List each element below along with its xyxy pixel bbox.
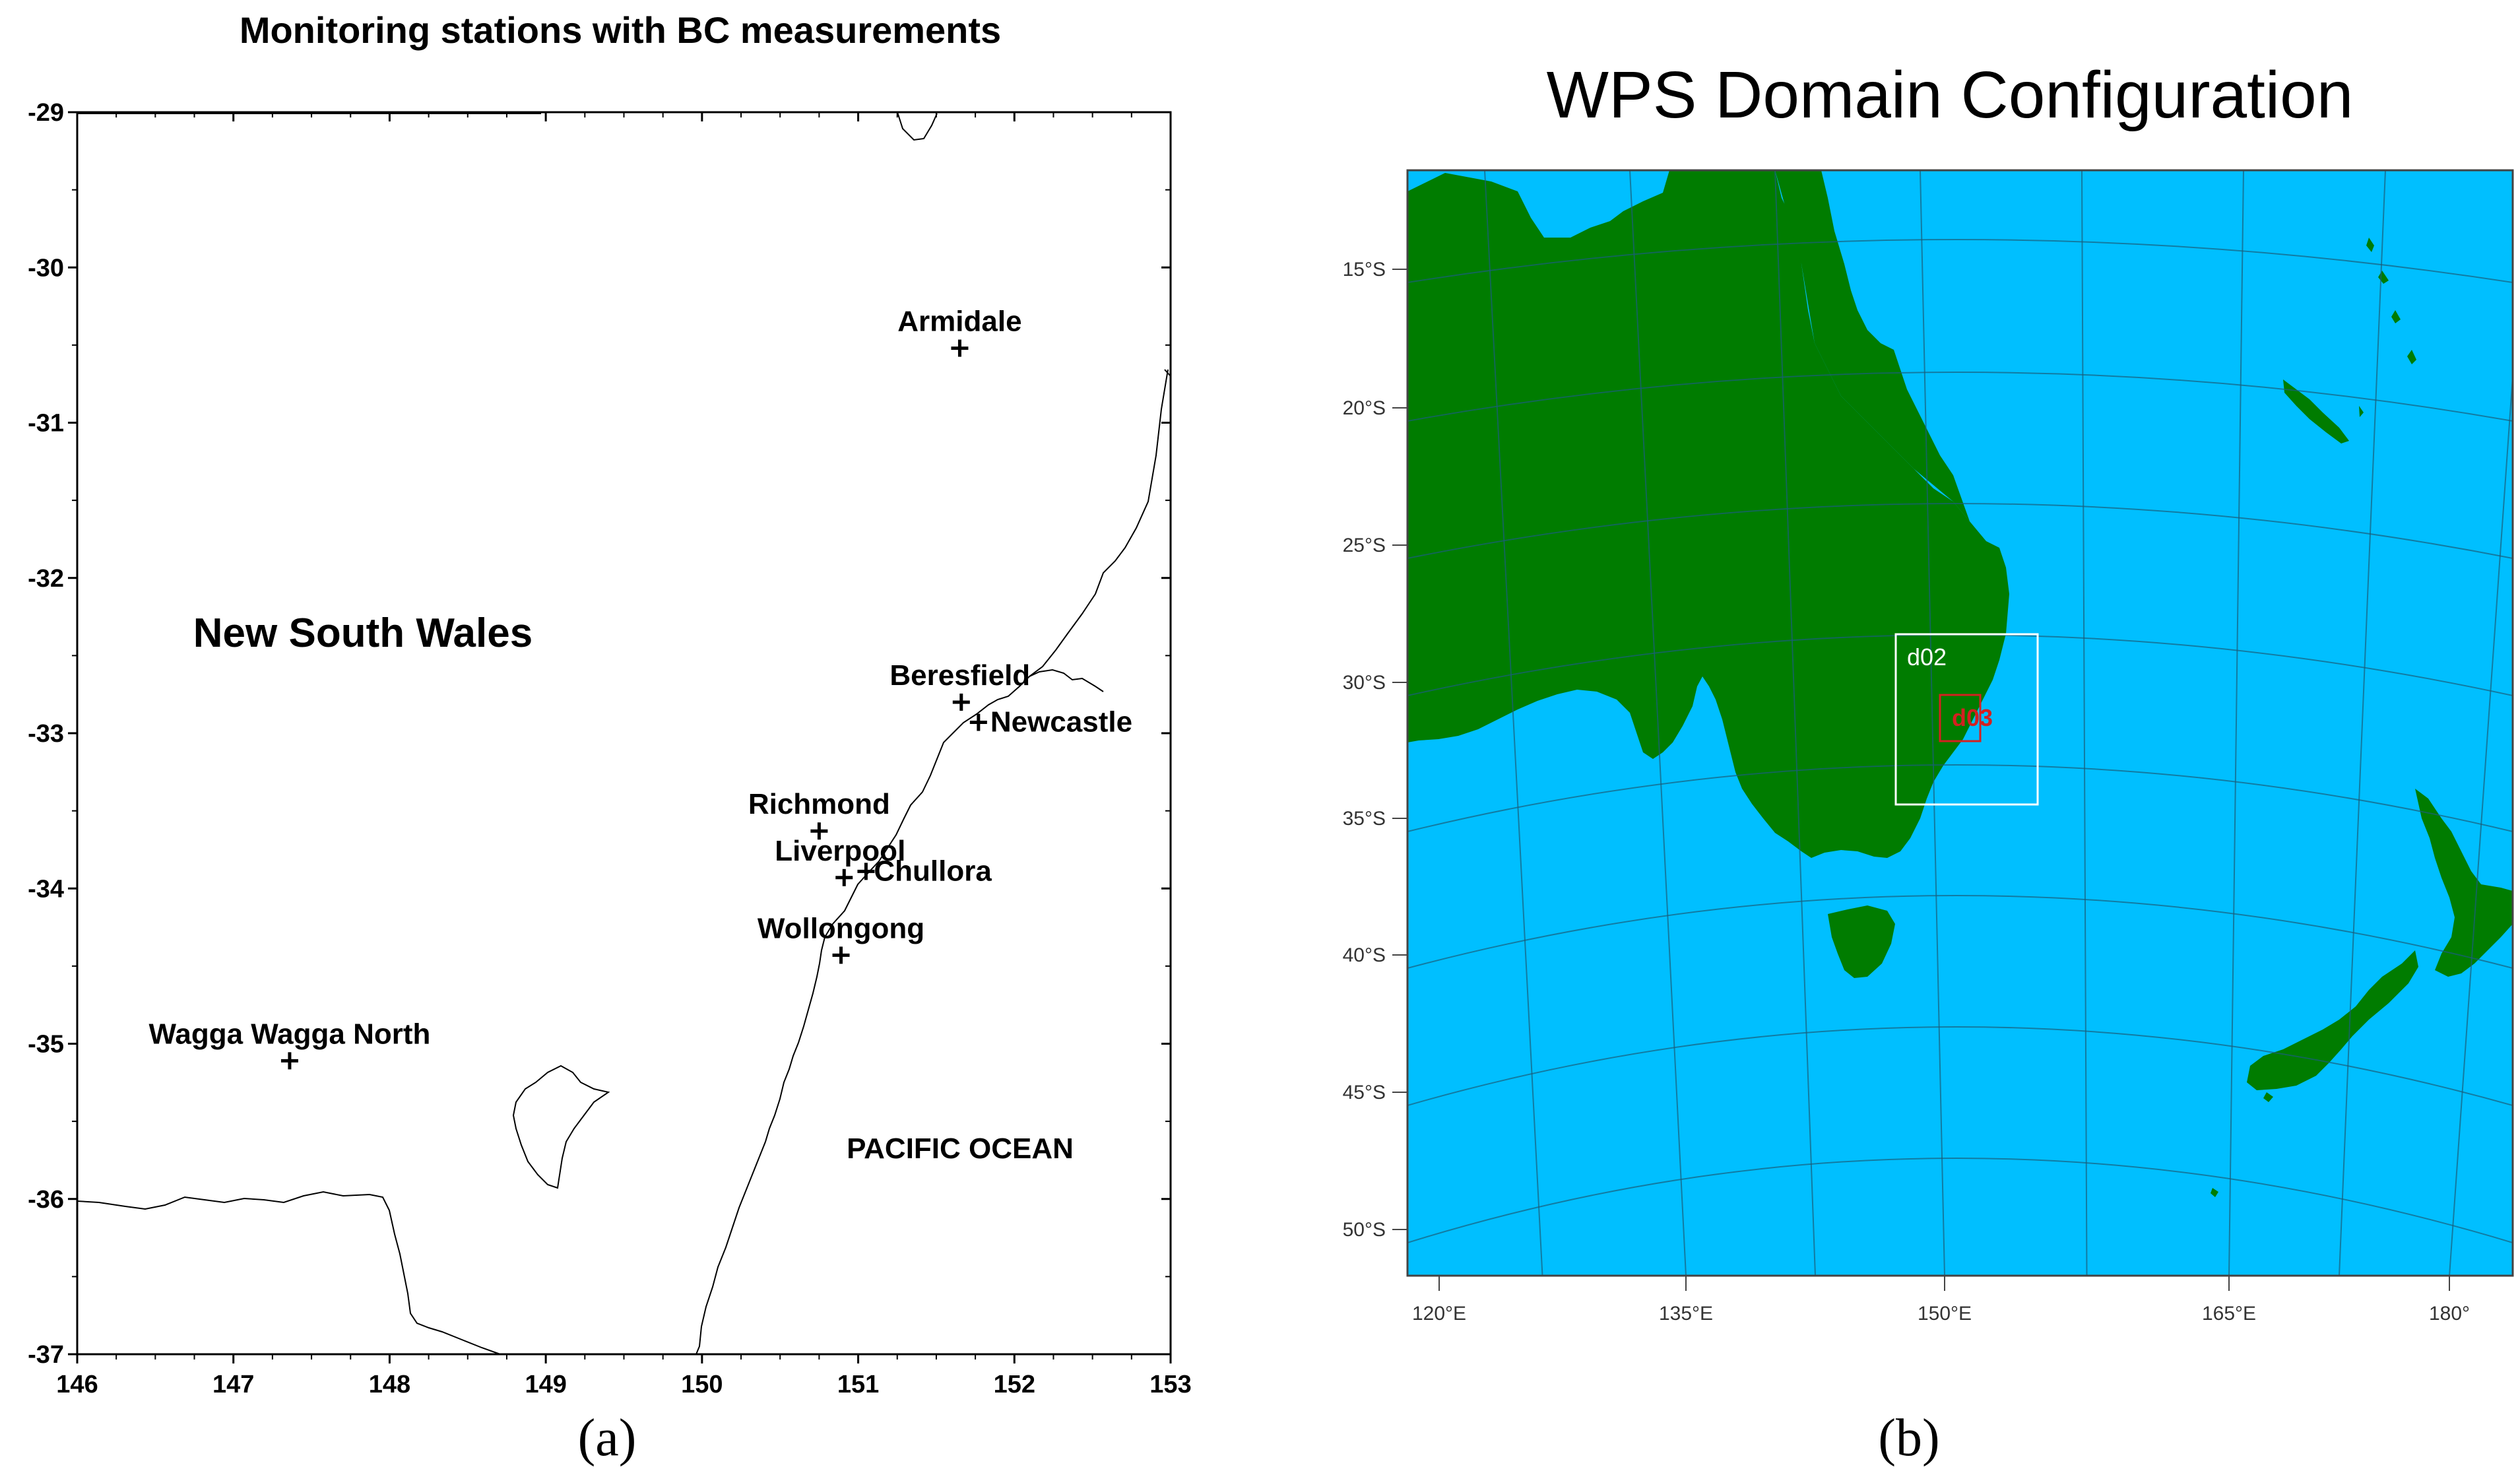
y-tick-label: -33 — [28, 720, 64, 748]
domain-d02-box — [1894, 633, 2039, 806]
y-tick-label: -34 — [28, 875, 64, 903]
latitude-line — [1407, 239, 2513, 283]
act-outline — [512, 1065, 610, 1189]
latitude-line — [1407, 895, 2513, 969]
panel-a-caption: (a) — [578, 1409, 637, 1467]
station-marker — [832, 946, 850, 964]
cape-york — [1775, 170, 1970, 521]
y-tick-label: -37 — [28, 1341, 64, 1369]
lat-label: 30°S — [1343, 672, 1386, 694]
latitude-line — [1407, 503, 2513, 559]
panel-a-stations: Armidale Beresfield Newcastle Richmond Liver… — [148, 306, 1132, 1070]
panel-a-axis-ticks: 146 147 148 149 150 151 152 153 -29 -30 -31 -32 -33 -… — [28, 99, 1192, 1398]
x-tick-label: 150 — [681, 1371, 723, 1398]
new-caledonia — [2283, 379, 2349, 443]
panel-a: Monitoring stations with BC measurements… — [28, 9, 1192, 1467]
lat-label: 20°S — [1343, 397, 1386, 419]
x-tick-label: 148 — [369, 1371, 410, 1398]
lat-label: 45°S — [1343, 1082, 1386, 1103]
station-marker — [810, 822, 828, 840]
hunter-coast-detail — [1029, 669, 1104, 692]
panel-b-title: WPS Domain Configuration — [1547, 58, 2354, 132]
y-tick-label: -32 — [28, 565, 64, 593]
y-tick-label: -30 — [28, 254, 64, 282]
panel-b-graticule — [1340, 170, 2513, 1276]
station-label: Wollongong — [758, 912, 924, 944]
longitude-line — [2339, 170, 2386, 1276]
station-label: Wagga Wagga North — [148, 1018, 430, 1050]
nz-north-island — [2415, 789, 2513, 977]
longitude-line — [2081, 170, 2088, 1276]
domain-d02-label: d02 — [1907, 643, 1947, 671]
panel-b-caption: (b) — [1878, 1409, 1939, 1467]
longitude-line — [1920, 170, 1945, 1276]
y-tick-label: -35 — [28, 1031, 64, 1059]
x-tick-label: 149 — [525, 1371, 566, 1398]
station-marker — [835, 869, 853, 886]
lat-label: 25°S — [1343, 535, 1386, 556]
nsw-east-coast — [695, 369, 1169, 1355]
station-label: Richmond — [748, 788, 890, 820]
panel-a-coastline — [77, 112, 1171, 1355]
panel-b-frame — [1406, 169, 2514, 1277]
x-tick-label: 152 — [994, 1371, 1035, 1398]
station-label: Newcastle — [990, 706, 1132, 738]
panel-a-plot-area — [76, 111, 1172, 1356]
station-marker — [952, 693, 970, 711]
qld-nsw-border — [77, 112, 1171, 377]
panel-a-title: Monitoring stations with BC measurements — [240, 9, 1001, 51]
x-tick-label: 153 — [1149, 1371, 1191, 1398]
longitude-line — [2449, 367, 2513, 1276]
lon-label: 165°E — [2202, 1303, 2256, 1325]
longitude-line — [2228, 170, 2244, 1276]
station-marker — [280, 1052, 298, 1070]
station-marker — [969, 713, 987, 731]
station-marker — [951, 339, 969, 357]
lon-label: 180° — [2429, 1303, 2470, 1325]
y-tick-label: -29 — [28, 99, 64, 127]
x-tick-label: 151 — [837, 1371, 879, 1398]
station-label: Liverpool — [775, 835, 905, 867]
lon-label: 150°E — [1918, 1303, 1972, 1325]
x-tick-label: 146 — [56, 1371, 98, 1398]
panel-b-axis-labels: 15°S 20°S 25°S 30°S 35°S 40°S 45°S 50°S 120°E 135… — [1343, 259, 2470, 1325]
station-label: Beresfield — [889, 659, 1030, 692]
y-tick-label: -36 — [28, 1186, 64, 1214]
lat-label: 35°S — [1343, 808, 1386, 830]
lat-label: 50°S — [1343, 1219, 1386, 1241]
ocean-label: PACIFIC OCEAN — [847, 1132, 1074, 1165]
latitude-line — [1407, 764, 2513, 832]
lat-label: 15°S — [1343, 259, 1386, 280]
latitude-line — [1407, 372, 2513, 422]
panel-b-domains: d02 d03 — [1894, 633, 2039, 806]
lon-label: 120°E — [1412, 1303, 1466, 1325]
latitude-line — [1407, 1158, 2513, 1243]
nsw-vic-border — [77, 1191, 501, 1355]
panel-b: WPS Domain Configuration d02 d03 — [1340, 58, 2514, 1467]
longitude-line — [1340, 170, 1399, 1276]
domain-d03-box — [1939, 694, 1982, 742]
station-label: Chullora — [874, 855, 992, 887]
panel-b-map: d02 d03 — [1340, 170, 2513, 1276]
station-marker — [857, 863, 875, 880]
lon-label: 135°E — [1659, 1303, 1713, 1325]
longitude-line — [1774, 170, 1816, 1276]
region-label-nsw: New South Wales — [193, 610, 533, 656]
y-tick-label: -31 — [28, 410, 64, 438]
latitude-line — [1407, 1026, 2513, 1106]
station-label: Armidale — [897, 306, 1021, 338]
x-tick-label: 147 — [212, 1371, 254, 1398]
longitude-line — [1484, 170, 1543, 1276]
lat-label: 40°S — [1343, 944, 1386, 966]
longitude-line — [1629, 170, 1687, 1276]
tasmania — [1828, 905, 1895, 978]
panel-a-map-frame — [76, 111, 1172, 1356]
domain-d03-label: d03 — [1952, 704, 1993, 731]
